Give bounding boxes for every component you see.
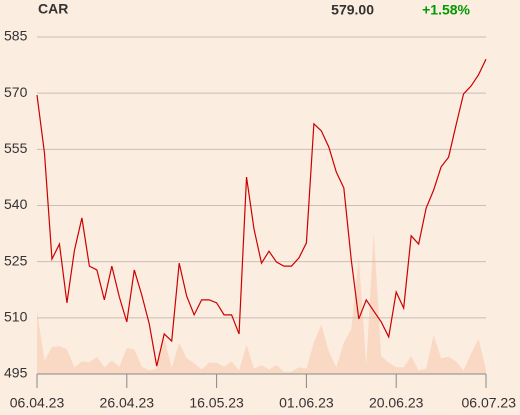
y-tick-label: 540 — [4, 196, 28, 212]
y-tick-label: 585 — [4, 28, 28, 44]
x-tick-label: 01.06.23 — [279, 395, 334, 411]
price-change: +1.58% — [422, 2, 470, 18]
x-tick-label: 06.04.23 — [10, 395, 65, 411]
chart-title: CAR — [38, 1, 68, 17]
price-line — [36, 58, 487, 367]
x-tick-label: 06.07.23 — [462, 395, 517, 411]
y-tick-label: 555 — [4, 140, 28, 156]
y-tick-label: 570 — [4, 84, 28, 100]
y-tick-label: 525 — [4, 252, 28, 268]
x-tick-label: 26.04.23 — [100, 395, 155, 411]
y-tick-label: 510 — [4, 309, 28, 325]
volume-area — [37, 232, 486, 374]
last-price: 579.00 — [331, 2, 374, 18]
y-tick-label: 495 — [4, 365, 28, 381]
x-tick-label: 20.06.23 — [369, 395, 424, 411]
x-tick-label: 16.05.23 — [189, 395, 244, 411]
